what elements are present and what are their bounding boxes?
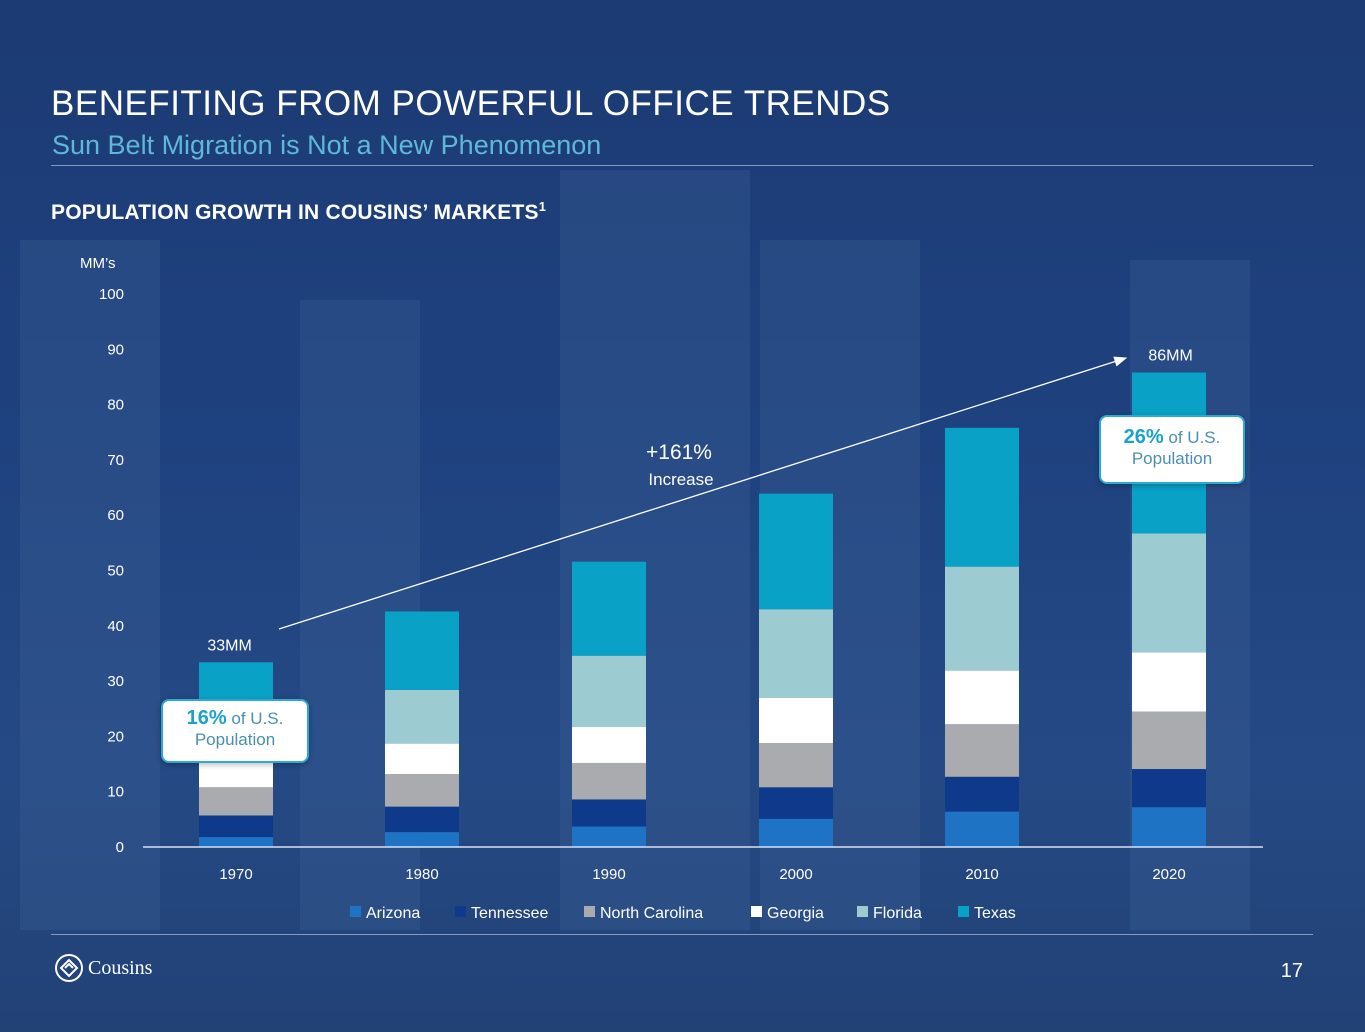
bar-total-label: 86MM bbox=[1148, 348, 1192, 365]
bar-segment-north-carolina bbox=[1132, 711, 1206, 770]
bar-segment-texas bbox=[385, 611, 459, 690]
bar-segment-north-carolina bbox=[572, 762, 646, 800]
bar-segment-tennessee bbox=[572, 799, 646, 827]
bar-segment-arizona bbox=[1132, 807, 1206, 847]
page-subtitle: Sun Belt Migration is Not a New Phenomen… bbox=[52, 130, 602, 160]
x-tick-label: 2010 bbox=[965, 866, 998, 883]
growth-label: Increase bbox=[648, 470, 713, 489]
bar-segment-georgia bbox=[945, 670, 1019, 725]
bar-segment-tennessee bbox=[1132, 769, 1206, 808]
cousins-logo-icon bbox=[55, 954, 83, 982]
y-tick-label: 10 bbox=[107, 784, 124, 801]
background-building bbox=[20, 240, 160, 930]
y-tick-label: 40 bbox=[107, 618, 124, 635]
chart-title-text: POPULATION GROWTH IN COUSINS’ MARKETS bbox=[51, 201, 539, 224]
callout-1970-text: of U.S. bbox=[226, 709, 284, 728]
y-tick-label: 90 bbox=[107, 341, 124, 358]
trend-arrow bbox=[278, 356, 1128, 630]
callout-2020-pct: 26% bbox=[1123, 426, 1164, 448]
bar-segment-north-carolina bbox=[945, 724, 1019, 777]
y-tick-label: 70 bbox=[107, 452, 124, 469]
bar-segment-georgia bbox=[759, 697, 833, 744]
bars bbox=[199, 372, 1206, 847]
footnote-marker: 1 bbox=[538, 199, 547, 214]
x-tick-label: 2000 bbox=[779, 866, 812, 883]
bar-segment-florida bbox=[945, 566, 1019, 671]
y-tick-label: 60 bbox=[107, 507, 124, 524]
y-tick-label: 30 bbox=[107, 673, 124, 690]
bar-segment-florida bbox=[1132, 533, 1206, 653]
bar-segment-arizona bbox=[385, 832, 459, 847]
bar-segment-arizona bbox=[759, 818, 833, 847]
growth-percent: +161% bbox=[646, 441, 712, 464]
callout-1970-line2: Population bbox=[194, 730, 276, 749]
callout-1970-pct: 16% bbox=[186, 707, 227, 729]
bar-segment-florida bbox=[385, 689, 459, 744]
bar-segment-arizona bbox=[199, 837, 273, 847]
callout-2020-text: of U.S. bbox=[1163, 428, 1221, 447]
page-number: 17 bbox=[1280, 960, 1303, 982]
bar-segment-tennessee bbox=[199, 815, 273, 838]
bar-segment-georgia bbox=[1132, 652, 1206, 712]
footer-divider bbox=[51, 934, 1313, 935]
legend-label-texas: Texas bbox=[974, 905, 1016, 922]
callout-2020: 26% of U.S. Population bbox=[1099, 415, 1245, 484]
legend-label-north-carolina: North Carolina bbox=[600, 905, 703, 922]
legend-swatch-florida bbox=[857, 906, 868, 917]
chart-title: POPULATION GROWTH IN COUSINS’ MARKETS1 bbox=[51, 199, 546, 225]
bar-segment-arizona bbox=[572, 826, 646, 847]
bar-segment-georgia bbox=[385, 743, 459, 775]
bar-segment-tennessee bbox=[945, 776, 1019, 812]
callout-1970: 16% of U.S. Population bbox=[161, 699, 309, 763]
legend-swatch-tennessee bbox=[455, 906, 466, 917]
bar-segment-texas bbox=[945, 427, 1019, 567]
y-tick-label: 80 bbox=[107, 397, 124, 414]
x-axis: 1970 1980 1990 2000 2010 2020 bbox=[143, 846, 1263, 883]
y-axis: MM’s 0 10 20 30 40 50 60 70 80 90 100 bbox=[80, 255, 124, 856]
y-tick-label: 20 bbox=[107, 728, 124, 745]
bar-segment-texas bbox=[759, 493, 833, 610]
logo-text: Cousins bbox=[88, 956, 153, 979]
x-tick-label: 1980 bbox=[405, 866, 438, 883]
x-tick-label: 2020 bbox=[1152, 866, 1185, 883]
y-tick-label: 0 bbox=[116, 839, 124, 856]
bar-segment-georgia bbox=[199, 761, 273, 788]
legend-swatch-georgia bbox=[751, 906, 762, 917]
bar-labels: 33MM 86MM bbox=[207, 348, 1192, 655]
legend-label-florida: Florida bbox=[873, 905, 922, 922]
header-divider bbox=[51, 165, 1313, 166]
legend-swatch-texas bbox=[958, 906, 969, 917]
bar-segment-florida bbox=[759, 609, 833, 698]
bar-segment-florida bbox=[572, 655, 646, 727]
legend-label-tennessee: Tennessee bbox=[471, 905, 548, 922]
company-logo: Cousins bbox=[54, 953, 152, 983]
trend-annotation: +161% Increase bbox=[278, 356, 1128, 630]
bar-segment-texas bbox=[572, 561, 646, 656]
bar-segment-tennessee bbox=[759, 787, 833, 819]
bar-segment-arizona bbox=[945, 811, 1019, 847]
bar-segment-north-carolina bbox=[385, 774, 459, 807]
x-tick-label: 1970 bbox=[219, 866, 252, 883]
y-tick-label: 100 bbox=[99, 286, 124, 303]
callout-2020-line2: Population bbox=[1131, 449, 1213, 468]
bar-segment-georgia bbox=[572, 726, 646, 763]
bar-total-label: 33MM bbox=[207, 637, 251, 654]
legend-label-georgia: Georgia bbox=[767, 905, 824, 922]
page-title: BENEFITING FROM POWERFUL OFFICE TRENDS bbox=[51, 84, 891, 123]
legend-swatch-arizona bbox=[350, 906, 361, 917]
bar-segment-north-carolina bbox=[199, 787, 273, 816]
bar-segment-north-carolina bbox=[759, 743, 833, 788]
legend-label-arizona: Arizona bbox=[366, 905, 420, 922]
y-axis-label: MM’s bbox=[80, 255, 116, 272]
legend: Arizona Tennessee North Carolina Georgia Flo… bbox=[350, 905, 1016, 922]
bar-segment-tennessee bbox=[385, 806, 459, 833]
x-tick-label: 1990 bbox=[592, 866, 625, 883]
y-tick-label: 50 bbox=[107, 563, 124, 580]
legend-swatch-north-carolina bbox=[584, 906, 595, 917]
